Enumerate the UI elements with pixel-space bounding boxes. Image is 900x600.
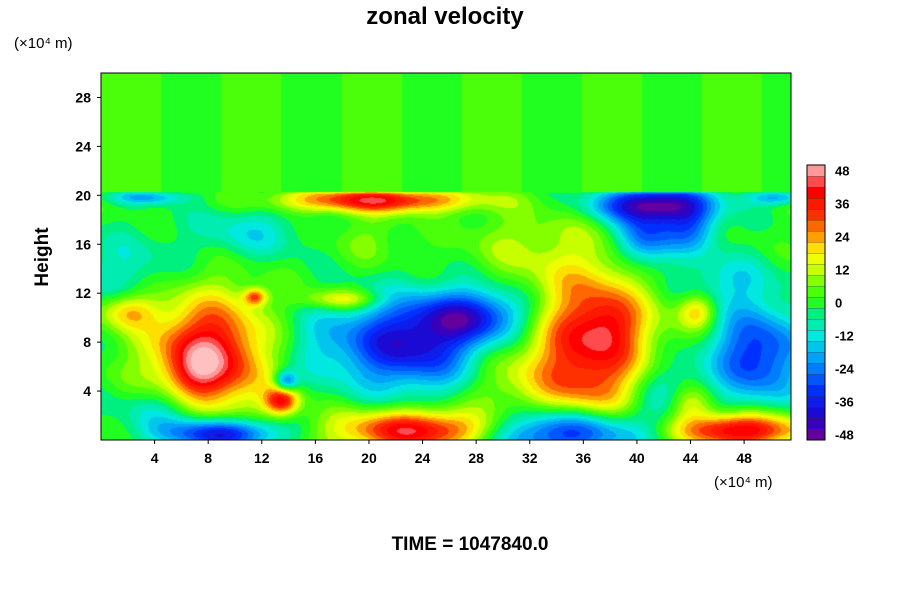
time-label: TIME = 1047840.0: [392, 534, 549, 555]
colorbar-band: [806, 175, 826, 188]
y-tick-label: 8: [83, 334, 91, 350]
colorbar-band: [806, 384, 826, 397]
x-tick-label: 24: [415, 450, 431, 466]
colorbar-tick-label: -48: [835, 428, 854, 443]
colorbar-tick-label: 36: [835, 197, 849, 212]
colorbar-band: [806, 395, 826, 408]
chart-title: zonal velocity: [366, 3, 524, 30]
x-tick-label: 44: [683, 450, 699, 466]
colorbar-tick-label: 48: [835, 164, 849, 179]
colorbar-tick-label: -24: [835, 362, 855, 377]
colorbar-band: [806, 428, 826, 441]
x-tick-label: 48: [736, 450, 752, 466]
x-tick-label: 12: [254, 450, 270, 466]
colorbar-band: [806, 274, 826, 287]
colorbar-band: [806, 373, 826, 386]
colorbar-band: [806, 241, 826, 254]
y-tick-label: 4: [83, 383, 91, 399]
x-tick-label: 32: [522, 450, 538, 466]
velocity-field: [101, 73, 791, 440]
colorbar-border: [806, 164, 826, 441]
colorbar-band: [806, 362, 826, 375]
colorbar-band: [806, 285, 826, 298]
colorbar-band: [806, 318, 826, 331]
colorbar-tick-label: 24: [835, 230, 850, 245]
colorbar-band: [806, 417, 826, 430]
plot-border: [100, 72, 792, 441]
colorbar-tick-label: 12: [835, 263, 849, 278]
colorbar-band: [806, 164, 826, 177]
colorbar-bands: [806, 164, 826, 441]
y-tick-label: 24: [75, 138, 91, 154]
y-tick-label: 16: [75, 236, 91, 252]
y-axis-label: Height: [32, 227, 53, 287]
colorbar-band: [806, 219, 826, 232]
colorbar: 48 36 24 12 0 -12 -24 -36 -48: [806, 164, 855, 443]
colorbar-band: [806, 263, 826, 276]
colorbar-band: [806, 329, 826, 342]
colorbar-band: [806, 252, 826, 265]
x-tick-label: 40: [629, 450, 645, 466]
x-tick-label: 4: [151, 450, 159, 466]
colorbar-band: [806, 186, 826, 199]
colorbar-band: [806, 406, 826, 419]
colorbar-tick-label: -12: [835, 329, 854, 344]
x-tick-label: 20: [361, 450, 377, 466]
colorbar-tick-label: 0: [835, 296, 842, 311]
x-unit-label: (×10⁴ m): [714, 474, 773, 491]
colorbar-band: [806, 351, 826, 364]
y-unit-label: (×10⁴ m): [14, 35, 73, 52]
colorbar-band: [806, 296, 826, 309]
colorbar-band: [806, 307, 826, 320]
colorbar-band: [806, 340, 826, 353]
y-tick-label: 20: [75, 187, 91, 203]
x-tick-label: 36: [576, 450, 592, 466]
colorbar-band: [806, 230, 826, 243]
colorbar-tick-label: -36: [835, 395, 854, 410]
colorbar-band: [806, 208, 826, 221]
y-tick-label: 12: [75, 285, 91, 301]
colorbar-ticks: 48 36 24 12 0 -12 -24 -36 -48: [835, 164, 855, 443]
x-tick-label: 8: [204, 450, 212, 466]
y-axis-ticks: 4 8 12 16 20 24 28: [75, 89, 101, 399]
x-tick-label: 28: [468, 450, 484, 466]
colorbar-band: [806, 197, 826, 210]
plot-area: [100, 72, 792, 441]
x-tick-label: 16: [308, 450, 324, 466]
x-axis-ticks: 4 8 12 16 20 24 28 32 36 40 44 48: [151, 440, 752, 466]
y-tick-label: 28: [75, 89, 91, 105]
